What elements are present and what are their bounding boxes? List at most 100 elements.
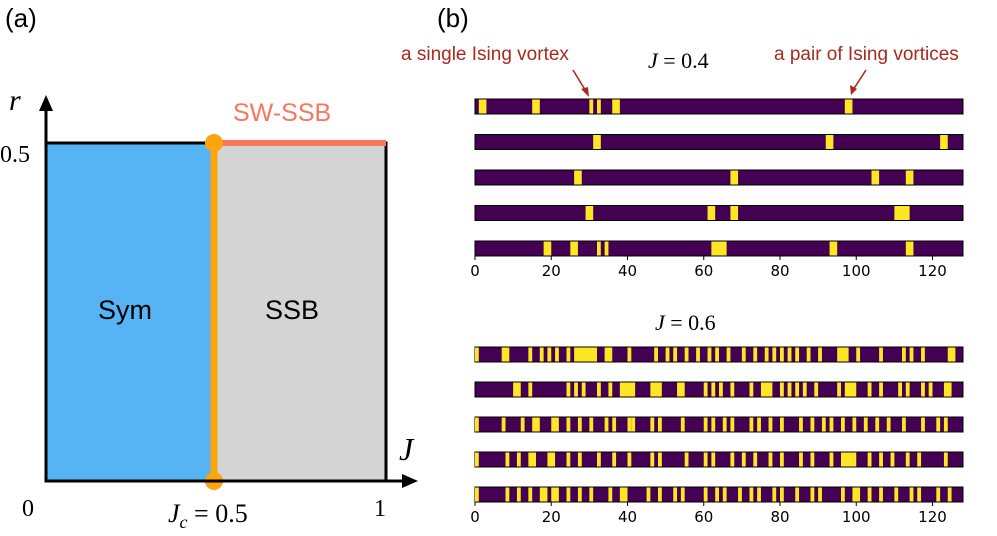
heatmap-row-background	[474, 169, 964, 186]
vortex-cell	[894, 487, 899, 502]
vortex-cell	[547, 347, 552, 362]
x-tick-label: 40	[618, 508, 637, 526]
vortex-cell	[574, 347, 597, 362]
vortex-cell	[806, 347, 811, 362]
heatmap-row-background	[474, 98, 964, 115]
vortex-cell	[749, 382, 754, 397]
vortex-cell	[943, 382, 952, 397]
swssb-label: SW-SSB	[233, 99, 331, 127]
vortex-cell	[577, 417, 582, 432]
vortex-cell	[528, 347, 533, 362]
vortex-cell	[905, 241, 914, 256]
vortex-cell	[764, 347, 769, 362]
sym-region	[46, 143, 214, 481]
panel-b-label: (b)	[437, 3, 469, 33]
heatmap-1-title: J = 0.4	[648, 48, 709, 73]
vortex-cell	[841, 417, 845, 432]
vortex-cell	[589, 487, 594, 502]
vortex-cell	[917, 452, 922, 467]
vortex-cell	[738, 487, 742, 502]
vortex-cell	[612, 99, 620, 114]
vortex-cell	[943, 452, 948, 467]
vortex-cell	[650, 452, 655, 467]
heatmap-row	[474, 381, 964, 398]
vortex-cell	[940, 135, 948, 149]
vortex-cell	[551, 487, 559, 502]
vortex-cell	[658, 487, 662, 502]
heatmap-j04: 0 20 40 60 80 100 120	[470, 98, 964, 280]
vortex-cell	[711, 417, 716, 432]
vortex-cell	[921, 417, 925, 432]
vortex-cell	[703, 452, 708, 467]
vortex-cell	[787, 382, 792, 397]
vortex-cell	[753, 452, 758, 467]
vortex-cell	[711, 241, 727, 256]
heatmap-row	[474, 205, 964, 221]
vortex-cell	[757, 417, 761, 432]
vortex-cell	[566, 382, 571, 397]
vortex-cell	[516, 452, 521, 467]
vortex-cell	[795, 382, 800, 397]
heatmap-row	[474, 98, 964, 115]
vortex-cell	[730, 452, 735, 467]
vortex-cell	[715, 347, 719, 362]
vortex-cell	[475, 487, 479, 502]
vortex-cell	[703, 487, 708, 502]
vortex-cell	[539, 487, 548, 502]
vortex-cell	[555, 347, 559, 362]
vortex-cell	[867, 487, 872, 502]
vortex-cell	[532, 417, 540, 432]
vortex-cell	[475, 347, 479, 362]
vortex-cell	[749, 487, 754, 502]
vortex-cell	[501, 347, 510, 362]
vortex-cell	[619, 382, 636, 397]
vortex-cell	[577, 487, 582, 502]
x-tick-label: 20	[542, 262, 561, 280]
vortex-cell	[597, 452, 601, 467]
critical-point-top	[205, 134, 223, 152]
vortex-cell	[829, 417, 834, 432]
annotation-arrow-right	[852, 69, 867, 91]
heatmap-row	[474, 169, 964, 186]
vortex-cell	[947, 487, 952, 502]
vortex-cell	[905, 382, 910, 397]
vortex-cell	[841, 452, 853, 467]
heatmap-1-title-var: J	[648, 48, 659, 73]
vortex-cell	[581, 382, 586, 397]
annotation-arrowhead-left	[581, 87, 589, 97]
vortex-cell	[604, 417, 609, 432]
vortex-cell	[749, 417, 754, 432]
vortex-cell	[520, 417, 525, 432]
vortex-cell	[890, 452, 895, 467]
x-end-label: 1	[374, 496, 386, 522]
vortex-cell	[631, 417, 636, 432]
vortex-cell	[627, 347, 632, 362]
jc-label-var: J	[168, 499, 181, 528]
sym-label: Sym	[98, 295, 152, 325]
vortex-cell	[780, 487, 784, 502]
vortex-cell	[917, 487, 922, 502]
x-tick-label: 0	[470, 508, 480, 526]
vortex-cell	[608, 382, 613, 397]
vortex-cell	[475, 417, 479, 432]
x-tick-label: 100	[842, 508, 871, 526]
vortex-cell	[570, 241, 578, 256]
heatmap-row	[474, 240, 964, 257]
vortex-cell	[574, 382, 578, 397]
vortex-cell	[593, 135, 601, 149]
heatmap-row	[474, 486, 964, 503]
vortex-cell	[722, 487, 727, 502]
heatmap-1-title-value: = 0.4	[658, 48, 709, 73]
vortex-cell	[825, 135, 834, 149]
vortex-cell	[528, 452, 536, 467]
vortex-cell	[875, 417, 880, 432]
heatmap-row	[474, 451, 964, 468]
vortex-cell	[658, 417, 662, 432]
vortex-cell	[753, 347, 758, 362]
y-top-label: 0.5	[0, 142, 30, 168]
heatmap-row	[474, 134, 964, 150]
vortex-cell	[894, 206, 910, 220]
vortex-cell	[772, 487, 777, 502]
vortex-cell	[879, 347, 883, 362]
x-tick-label: 100	[842, 262, 871, 280]
